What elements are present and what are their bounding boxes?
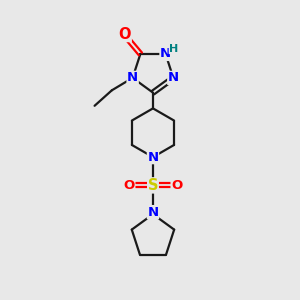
Text: O: O xyxy=(171,179,182,192)
Text: N: N xyxy=(127,71,138,84)
Text: H: H xyxy=(169,44,178,54)
Text: S: S xyxy=(148,178,158,193)
Text: O: O xyxy=(119,26,131,41)
Text: O: O xyxy=(124,179,135,192)
Text: N: N xyxy=(160,47,171,60)
Text: N: N xyxy=(147,206,158,219)
Text: N: N xyxy=(147,151,158,164)
Text: N: N xyxy=(168,71,179,84)
